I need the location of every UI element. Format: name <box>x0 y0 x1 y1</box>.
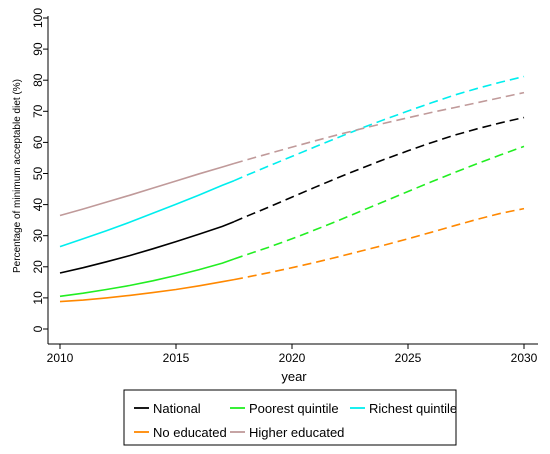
y-tick-label: 90 <box>31 42 45 56</box>
y-tick-label: 10 <box>31 291 45 305</box>
y-tick-label: 50 <box>31 167 45 181</box>
x-tick-label: 2030 <box>511 351 538 365</box>
series-line-poorest-quintile-observed <box>59 258 235 298</box>
x-tick-label: 2025 <box>395 351 422 365</box>
legend-box <box>123 389 457 446</box>
y-tick-label: 70 <box>31 104 45 118</box>
y-tick-label: 0 <box>31 325 45 332</box>
y-tick-label: 20 <box>31 260 45 274</box>
y-axis-label: Percentage of minimum acceptable diet (%… <box>12 79 23 273</box>
series-line-higher-educated-observed <box>59 162 235 217</box>
series-line-richest-quintile-projected <box>233 75 525 182</box>
x-tick-label: 2010 <box>47 351 74 365</box>
series-layer <box>59 75 525 303</box>
series-line-richest-quintile-observed <box>59 179 235 248</box>
y-tick-label: 30 <box>31 229 45 243</box>
y-tick-label: 100 <box>31 8 45 28</box>
legend-label: Higher educated <box>249 425 344 440</box>
y-tick-label: 60 <box>31 135 45 149</box>
series-line-no-educated-projected <box>233 207 525 281</box>
series-line-higher-educated-projected <box>233 91 525 165</box>
series-line-no-educated-observed <box>59 278 235 303</box>
legend: National Poorest quintile Richest quintile… <box>123 389 457 446</box>
y-tick-label: 80 <box>31 73 45 87</box>
legend-label: Richest quintile <box>369 401 457 416</box>
x-tick-label: 2015 <box>163 351 190 365</box>
legend-label: Poorest quintile <box>249 401 339 416</box>
series-line-national-observed <box>59 220 235 274</box>
x-tick-label: 2020 <box>279 351 306 365</box>
series-line-national-projected <box>233 116 525 223</box>
legend-label: National <box>153 401 201 416</box>
series-line-poorest-quintile-projected <box>233 145 525 260</box>
legend-label: No educated <box>153 425 227 440</box>
x-axis-label: year <box>281 369 307 384</box>
y-tick-label: 40 <box>31 198 45 212</box>
